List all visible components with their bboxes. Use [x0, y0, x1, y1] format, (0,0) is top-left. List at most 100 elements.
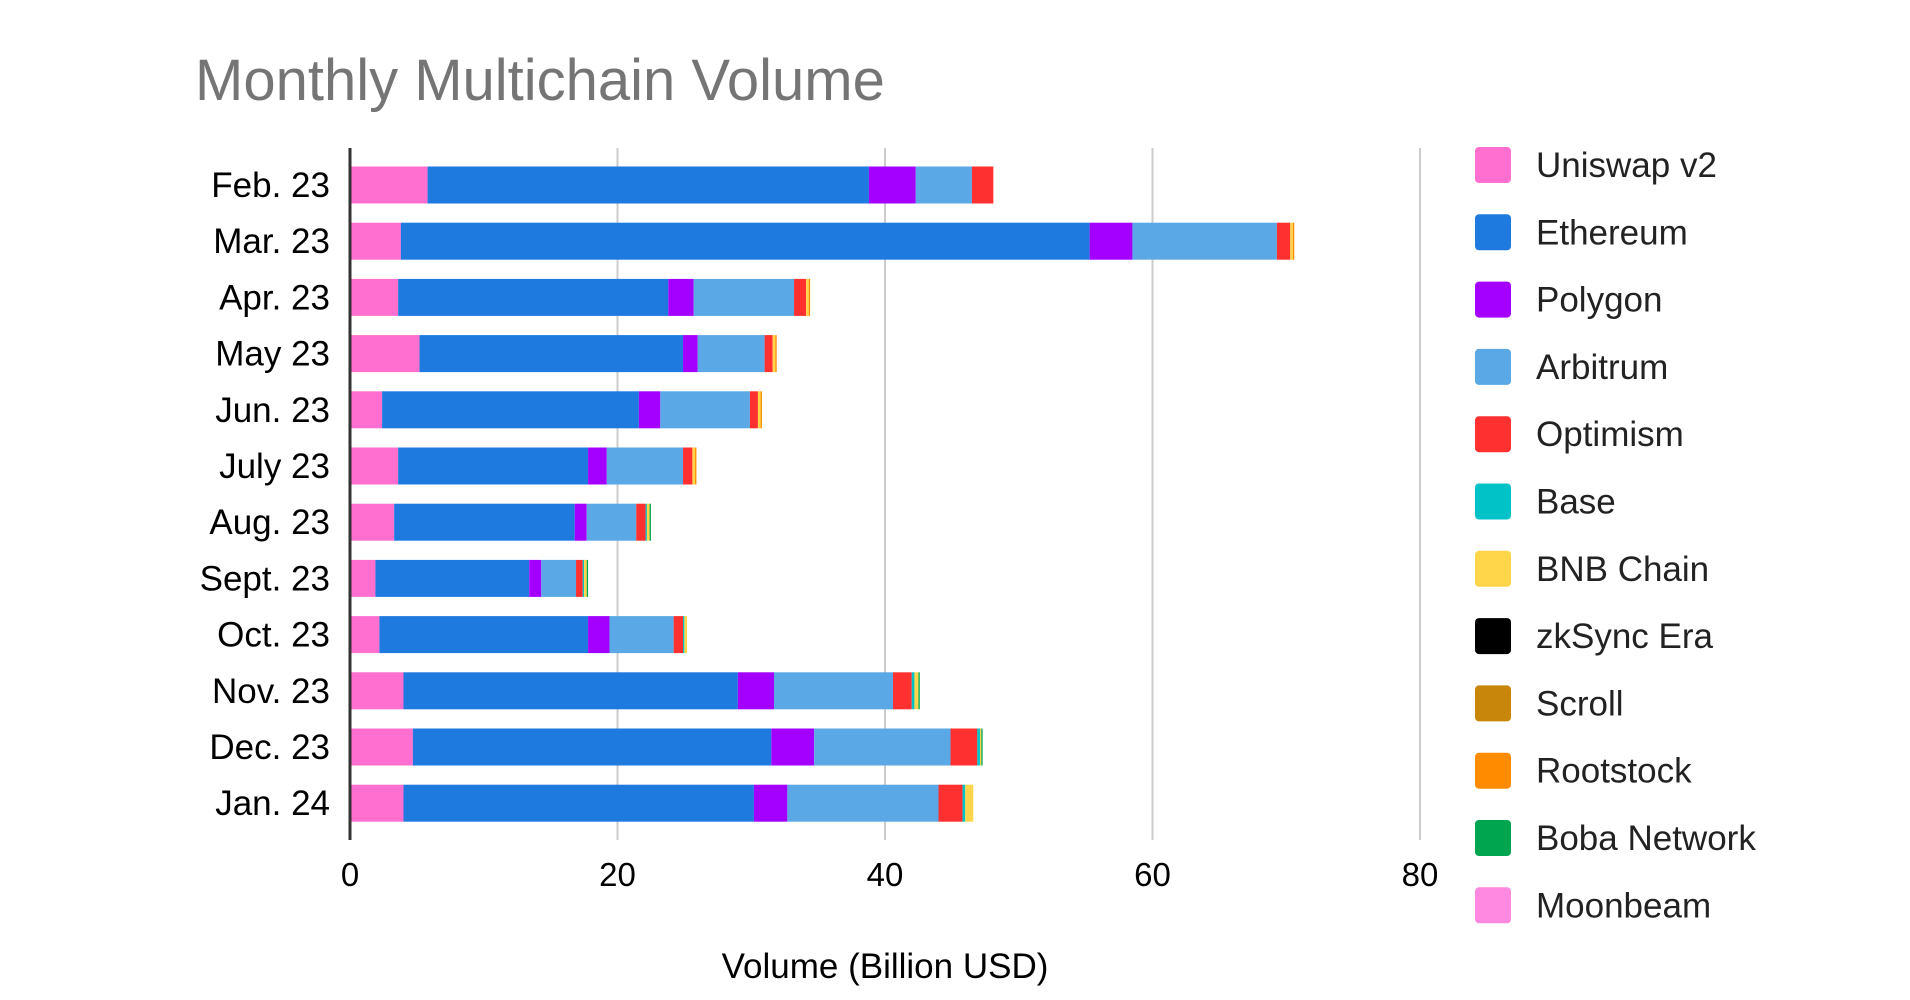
x-tick-label-60: 60 — [1134, 856, 1171, 893]
legend-label: BNB Chain — [1536, 550, 1709, 589]
bar-segment-base — [962, 784, 966, 822]
bar-segment-arbitrum — [660, 391, 750, 429]
bar-segment-base — [645, 503, 647, 541]
legend-label: Ethereum — [1536, 213, 1688, 252]
bar-segment-bnb-chain — [692, 447, 696, 485]
legend-label: Boba Network — [1536, 819, 1756, 858]
bar-segment-ethereum — [382, 391, 639, 429]
bar-segment-optimism — [764, 335, 773, 373]
category-label: Aug. 23 — [209, 503, 330, 542]
bar-segment-optimism — [893, 672, 912, 710]
bars — [350, 166, 1295, 822]
legend-swatch-moonbeam — [1475, 887, 1511, 924]
bar-segment-ethereum — [427, 166, 869, 204]
legend-swatch-bnb-chain — [1475, 550, 1511, 587]
bar-segment-optimism — [1276, 222, 1291, 260]
bar-segment-base — [582, 559, 585, 597]
bar-segment-base — [683, 616, 685, 654]
legend-swatch-optimism — [1475, 416, 1511, 453]
bar-segment-polygon — [588, 616, 610, 654]
category-label: Jun. 23 — [215, 391, 330, 430]
bar-segment-uniswap-v2 — [350, 784, 404, 822]
bar-segment-uniswap-v2 — [350, 503, 395, 541]
legend-swatch-base — [1475, 483, 1511, 520]
bar-segment-base — [977, 728, 980, 766]
bar-segment-rootstock — [775, 335, 777, 373]
bar-segment-boba-network — [981, 728, 983, 766]
x-tick-label-40: 40 — [867, 856, 904, 893]
category-label: May 23 — [215, 335, 330, 374]
legend-label: Arbitrum — [1536, 348, 1668, 387]
bar-segment-arbitrum — [1132, 222, 1277, 260]
category-label: Mar. 23 — [213, 222, 330, 261]
bar-segment-uniswap-v2 — [350, 278, 399, 316]
bar-segment-optimism — [749, 391, 758, 429]
bar-segment-uniswap-v2 — [350, 166, 428, 204]
bar-segment-arbitrum — [606, 447, 684, 485]
bar-segment-optimism — [794, 278, 807, 316]
bar-segment-uniswap-v2 — [350, 391, 383, 429]
bar-segment-optimism — [673, 616, 684, 654]
bar-segment-bnb-chain — [914, 672, 919, 710]
bar-segment-optimism — [971, 166, 994, 204]
legend-swatch-uniswap-v2 — [1475, 147, 1511, 183]
bar-segment-rootstock — [695, 447, 697, 485]
bar-segment-bnb-chain — [806, 278, 809, 316]
bar-segment-bnb-chain — [646, 503, 650, 541]
bar-segment-boba-network — [918, 672, 920, 710]
legend: Uniswap v2 Ethereum Polygon Arbitrum Optimis… — [1475, 146, 1756, 925]
bar-segment-polygon — [683, 335, 698, 373]
bar-segment-optimism — [683, 447, 693, 485]
bar-segment-uniswap-v2 — [350, 335, 420, 373]
chart-title: Monthly Multichain Volume — [195, 48, 885, 113]
axes: 0 20 40 60 80 Feb. 23 Mar. 23 Apr. 23 May 23 Jun.… — [200, 148, 1439, 893]
bar-segment-ethereum — [394, 503, 575, 541]
bar-segment-bnb-chain — [1290, 222, 1293, 260]
x-tick-label-0: 0 — [341, 856, 359, 893]
bar-segment-ethereum — [419, 335, 684, 373]
category-label: Jan. 24 — [215, 784, 330, 823]
bar-segment-polygon — [668, 278, 694, 316]
legend-swatch-polygon — [1475, 281, 1511, 318]
bar-segment-boba-network — [586, 559, 589, 597]
x-tick-label-80: 80 — [1402, 856, 1439, 893]
bar-segment-base — [911, 672, 915, 710]
bar-segment-rootstock — [760, 391, 762, 429]
bar-segment-polygon — [868, 166, 916, 204]
bar-segment-arbitrum — [697, 335, 765, 373]
bar-segment-polygon — [588, 447, 607, 485]
bar-segment-polygon — [638, 391, 661, 429]
bar-segment-optimism — [938, 784, 963, 822]
gridlines — [616, 148, 1421, 840]
bar-segment-bnb-chain — [757, 391, 761, 429]
bar-segment-bnb-chain — [965, 784, 974, 822]
bar-segment-polygon — [737, 672, 774, 710]
bar-segment-arbitrum — [814, 728, 951, 766]
bar-segment-bnb-chain — [772, 335, 776, 373]
bar-segment-ethereum — [403, 672, 738, 710]
legend-swatch-scroll — [1475, 685, 1511, 722]
legend-label: Base — [1536, 483, 1616, 522]
bar-segment-polygon — [753, 784, 788, 822]
bar-segment-polygon — [574, 503, 587, 541]
category-label: Sept. 23 — [200, 559, 330, 598]
bar-segment-arbitrum — [586, 503, 637, 541]
legend-label: Moonbeam — [1536, 886, 1711, 925]
bar-segment-rootstock — [1292, 222, 1295, 260]
bar-segment-ethereum — [398, 278, 669, 316]
bar-segment-bnb-chain — [584, 559, 587, 597]
bar-segment-uniswap-v2 — [350, 222, 401, 260]
bar-segment-arbitrum — [541, 559, 577, 597]
legend-label: Scroll — [1536, 684, 1624, 723]
bar-segment-optimism — [950, 728, 978, 766]
x-tick-label-20: 20 — [599, 856, 636, 893]
legend-swatch-arbitrum — [1475, 348, 1511, 385]
legend-label: Uniswap v2 — [1536, 146, 1717, 185]
bar-segment-arbitrum — [609, 616, 674, 654]
bar-segment-bnb-chain — [684, 616, 688, 654]
category-label: Apr. 23 — [219, 278, 330, 317]
x-axis-title: Volume (Billion USD) — [722, 947, 1049, 986]
bar-segment-boba-network — [649, 503, 651, 541]
bar-segment-uniswap-v2 — [350, 447, 399, 485]
